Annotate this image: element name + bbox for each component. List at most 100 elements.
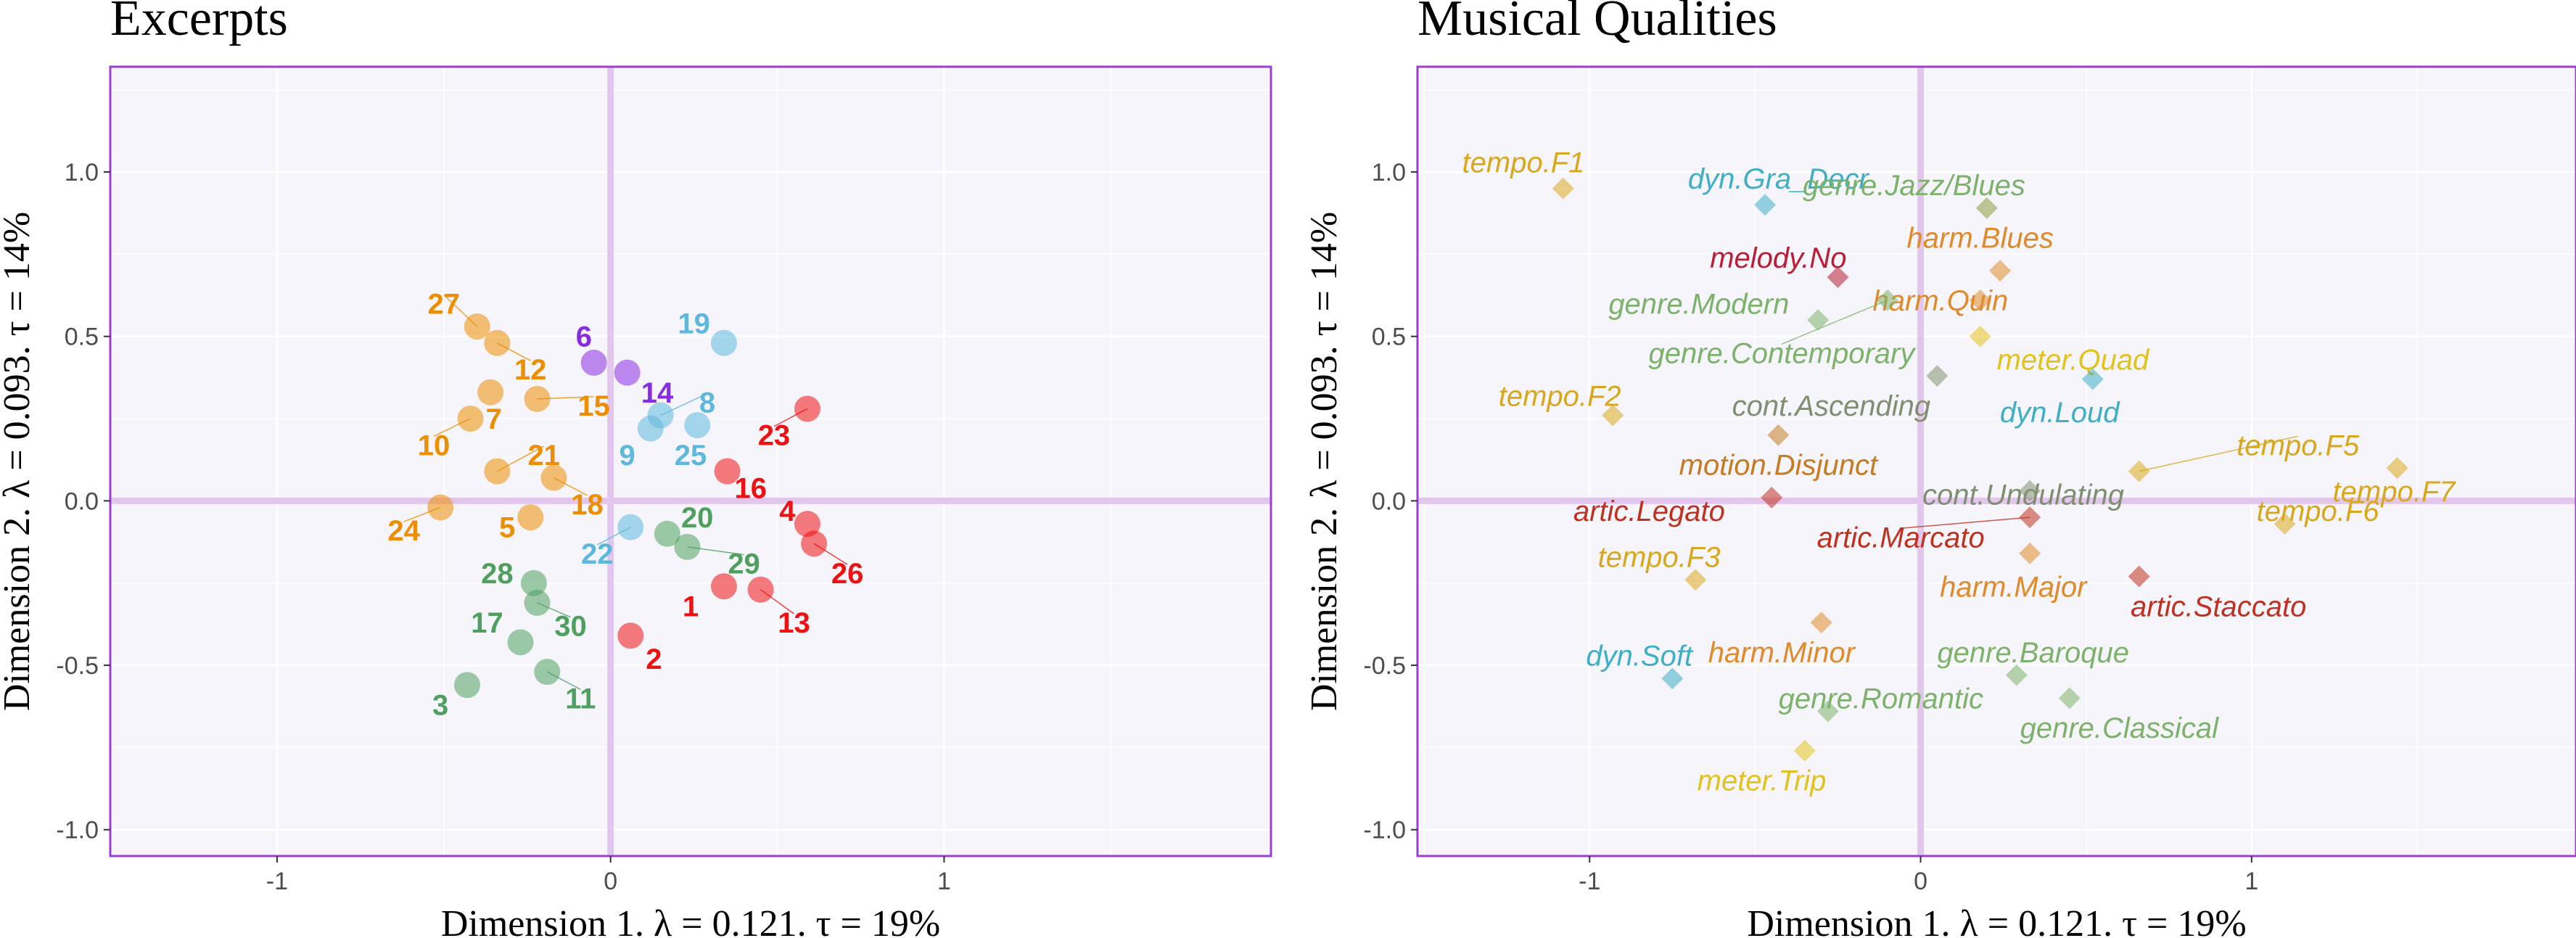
- marker-genre-classical: [2058, 687, 2081, 709]
- point-10: [457, 406, 484, 432]
- point-7: [477, 379, 504, 406]
- point-6: [580, 350, 607, 376]
- marker-melody-no: [1827, 266, 1849, 289]
- label-artic-legato: artic.Legato: [1573, 495, 1725, 527]
- plot-background: [110, 67, 1271, 856]
- label-7: 7: [486, 403, 502, 435]
- y-axis-title: Dimension 2. λ = 0.093. τ = 14%: [0, 212, 38, 711]
- label-tempo-f7: tempo.F7: [2333, 476, 2457, 508]
- label-17: 17: [471, 607, 503, 639]
- label-5: 5: [499, 512, 515, 544]
- label-artic-staccato: artic.Staccato: [2131, 591, 2306, 622]
- label-dyn-soft: dyn.Soft: [1586, 640, 1694, 672]
- label-genre-baroque: genre.Baroque: [1937, 637, 2129, 669]
- label-tempo-f5: tempo.F5: [2236, 429, 2360, 461]
- marker-genre-contemporary: [1876, 289, 1898, 311]
- label-2: 2: [646, 643, 662, 675]
- plot-background: [1417, 67, 2576, 856]
- marker-artic-staccato: [2128, 565, 2150, 588]
- marker-artic-legato: [1761, 486, 1783, 509]
- point-1: [710, 573, 737, 600]
- label-connector-genre-contemporary: [1781, 300, 1888, 345]
- point-15: [524, 385, 551, 412]
- label-25: 25: [675, 440, 707, 472]
- label-23: 23: [758, 420, 791, 452]
- panel-title: Musical Qualities: [1417, 0, 1777, 46]
- point-26: [801, 530, 828, 557]
- label-tempo-f6: tempo.F6: [2257, 495, 2380, 527]
- label-genre-jazz-blues: genre.Jazz/Blues: [1803, 170, 2025, 202]
- label-meter-trip: meter.Trip: [1698, 765, 1827, 797]
- marker-tempo-f5: [2128, 460, 2150, 482]
- y-tick-label: -0.5: [1363, 652, 1406, 680]
- marker-harm-major: [2019, 542, 2041, 564]
- point-18: [540, 464, 567, 491]
- marker-motion-disjunct: [1767, 424, 1790, 446]
- label-harm-blues: harm.Blues: [1907, 223, 2054, 255]
- label-connector-artic-marcato: [1901, 517, 2030, 530]
- point-25: [684, 412, 711, 439]
- point-19: [710, 329, 737, 356]
- y-tick-label: -1.0: [56, 817, 99, 844]
- point-16: [714, 458, 741, 485]
- x-tick-label: -1: [1579, 868, 1600, 895]
- label-19: 19: [678, 308, 710, 340]
- label-3: 3: [432, 689, 448, 721]
- marker-tempo-f3: [1684, 569, 1707, 591]
- label-15: 15: [577, 390, 610, 422]
- label-dyn-gra-decr: dyn.Gra_Decr: [1688, 163, 1870, 195]
- marker-cont-undulating: [2019, 480, 2041, 502]
- panel-title: Excerpts: [110, 0, 288, 46]
- label-11: 11: [565, 683, 596, 715]
- marker-dyn-soft: [1661, 667, 1684, 690]
- label-13: 13: [778, 607, 810, 639]
- label-tempo-f2: tempo.F2: [1499, 380, 1621, 412]
- marker-harm-blues: [1989, 260, 2012, 282]
- point-29: [674, 533, 701, 560]
- label-28: 28: [481, 558, 514, 590]
- point-11: [534, 659, 561, 686]
- marker-tempo-f2: [1602, 404, 1624, 427]
- label-26: 26: [831, 558, 864, 590]
- label-1: 1: [683, 591, 699, 622]
- x-tick-label: 1: [937, 868, 951, 895]
- label-motion-disjunct: motion.Disjunct: [1679, 450, 1879, 482]
- label-9: 9: [620, 440, 635, 472]
- point-24: [427, 494, 454, 521]
- label-6: 6: [576, 321, 592, 353]
- label-18: 18: [571, 489, 604, 521]
- point-27: [464, 313, 490, 340]
- x-axis-title: Dimension 1. λ = 0.121. τ = 19%: [1747, 903, 2246, 938]
- marker-tempo-f7: [2386, 457, 2408, 480]
- label-cont-ascending: cont.Ascending: [1732, 390, 1931, 422]
- marker-cont-ascending: [1926, 365, 1949, 387]
- x-tick-label: 0: [604, 868, 617, 895]
- y-axis-title: Dimension 2. λ = 0.093. τ = 14%: [1304, 212, 1345, 711]
- label-4: 4: [779, 495, 796, 527]
- musical-qualities-panel: -1 0 1 -1.0 -0.5 0.0 0.5 1.0 Musical Qualities Di…: [1304, 0, 2576, 938]
- label-artic-marcato: artic.Marcato: [1817, 522, 1985, 554]
- label-30: 30: [554, 611, 587, 643]
- point-3: [453, 672, 480, 699]
- point-13: [747, 576, 774, 603]
- marker-genre-baroque: [2005, 664, 2028, 686]
- x-axis-title: Dimension 1. λ = 0.121. τ = 19%: [441, 903, 940, 938]
- marker-genre-jazz-blues: [1975, 197, 1998, 219]
- label-harm-minor: harm.Minor: [1708, 637, 1856, 669]
- marker-meter-trip: [1793, 739, 1816, 762]
- label-connector-tempo-f5: [2139, 435, 2298, 472]
- point-17: [507, 629, 534, 656]
- point-14: [614, 359, 641, 386]
- marker-tempo-f6: [2273, 513, 2296, 535]
- y-tick-label: 0.0: [65, 487, 99, 515]
- x-tick-label: 0: [1914, 868, 1927, 895]
- x-tick-label: 1: [2244, 868, 2258, 895]
- label-12: 12: [514, 354, 547, 386]
- label-8: 8: [699, 387, 715, 419]
- y-tick-label: 0.5: [65, 324, 99, 351]
- y-tick-label: 0.5: [1372, 324, 1406, 351]
- y-tick-label: 1.0: [1372, 159, 1406, 186]
- label-genre-classical: genre.Classical: [2020, 712, 2220, 744]
- y-tick-label: 0.0: [1372, 487, 1406, 515]
